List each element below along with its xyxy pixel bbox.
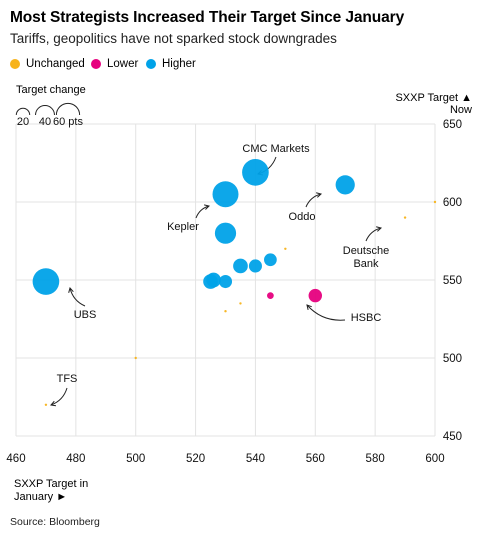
y-axis-title: SXXP Target ▲ Now: [395, 92, 472, 116]
data-point-higher: [218, 275, 233, 289]
y-axis-title-line: Now: [449, 104, 472, 116]
size-legend-title: Target change: [16, 84, 86, 96]
annotation-label: CMC Markets: [242, 143, 310, 155]
data-point-higher: [212, 181, 239, 208]
legend-item-lower: Lower: [91, 58, 138, 70]
legend-label-higher: Higher: [162, 58, 196, 70]
data-point-unchanged: [284, 247, 287, 250]
source-note: Source: Bloomberg: [10, 516, 100, 528]
annotation-label: Kepler: [167, 221, 199, 233]
annotation-arrowhead: [376, 226, 383, 232]
legend-swatch-lower: [91, 59, 101, 69]
legend-item-unchanged: Unchanged: [10, 58, 85, 70]
size-legend-label: 40: [39, 116, 51, 128]
y-tick-label: 550: [443, 275, 462, 287]
data-point-lower: [308, 288, 322, 303]
x-tick-label: 560: [306, 453, 325, 465]
data-point-higher: [335, 175, 355, 195]
data-point-lower: [267, 292, 274, 299]
annotation-arrowhead: [68, 286, 74, 293]
legend-swatch-higher: [146, 59, 156, 69]
data-point-unchanged: [239, 302, 242, 305]
size-legend: 20 40 60 pts: [15, 102, 83, 128]
x-tick-label: 540: [246, 453, 265, 465]
data-point-higher: [214, 222, 237, 244]
annotation-arrowhead: [204, 204, 211, 210]
data-point-higher: [242, 159, 269, 186]
size-legend-arc: [35, 105, 55, 116]
y-tick-label: 450: [443, 431, 462, 443]
annotation-label: Bank: [353, 258, 379, 270]
y-tick-label: 600: [443, 197, 462, 209]
ticks: 460 480 500 520 540 560 580 600 450 500 550 600 650: [6, 119, 462, 465]
data-point-higher: [32, 268, 60, 295]
annotation-arrow: [365, 227, 382, 242]
legend-item-higher: Higher: [146, 58, 196, 70]
annotation-label: Oddo: [289, 211, 316, 223]
size-legend-label: 20: [17, 116, 29, 128]
y-tick-label: 650: [443, 119, 462, 131]
annotation-label: TFS: [57, 373, 78, 385]
x-tick-label: 520: [186, 453, 205, 465]
data-point-higher: [248, 259, 262, 273]
size-legend-label: 60 pts: [53, 116, 83, 128]
points: [32, 159, 437, 406]
annotation-arrowhead: [306, 304, 312, 310]
x-axis-title: SXXP Target in January ►: [14, 478, 88, 504]
legend-label-unchanged: Unchanged: [26, 58, 85, 70]
annotation-arrowhead: [316, 192, 323, 198]
y-axis-title-line: SXXP Target ▲: [395, 92, 472, 104]
x-tick-label: 600: [425, 453, 444, 465]
legend-swatch-unchanged: [10, 59, 20, 69]
chart-subtitle: Tariffs, geopolitics have not sparked st…: [10, 31, 337, 46]
data-point-unchanged: [224, 310, 227, 313]
data-point-higher: [203, 274, 218, 289]
annotation-label: HSBC: [351, 312, 382, 324]
legend-label-lower: Lower: [107, 58, 139, 70]
size-legend-arc: [15, 107, 31, 116]
annotation-arrow: [195, 205, 210, 219]
annotation-label: Deutsche: [343, 245, 389, 257]
annotation-arrow: [306, 304, 346, 321]
chart-title: Most Strategists Increased Their Target …: [10, 9, 405, 26]
x-axis-title-line: SXXP Target in: [14, 478, 89, 490]
data-point-unchanged: [403, 216, 407, 219]
annotation-arrow: [50, 387, 68, 406]
x-axis-title-line: January ►: [14, 491, 68, 503]
y-tick-label: 500: [443, 353, 462, 365]
x-tick-label: 500: [126, 453, 145, 465]
data-point-higher: [233, 258, 248, 274]
x-tick-label: 480: [66, 453, 85, 465]
annotation-label: UBS: [74, 309, 97, 321]
annotation-arrowhead: [50, 400, 57, 407]
x-tick-label: 460: [6, 453, 25, 465]
data-point-unchanged: [134, 356, 137, 360]
annotation-arrow: [305, 193, 322, 208]
annotation-arrow: [69, 287, 86, 307]
data-point-higher: [264, 253, 277, 267]
size-legend-arc: [55, 102, 81, 116]
x-tick-label: 580: [366, 453, 385, 465]
data-point-unchanged: [44, 403, 48, 406]
data-point-unchanged: [433, 200, 437, 204]
